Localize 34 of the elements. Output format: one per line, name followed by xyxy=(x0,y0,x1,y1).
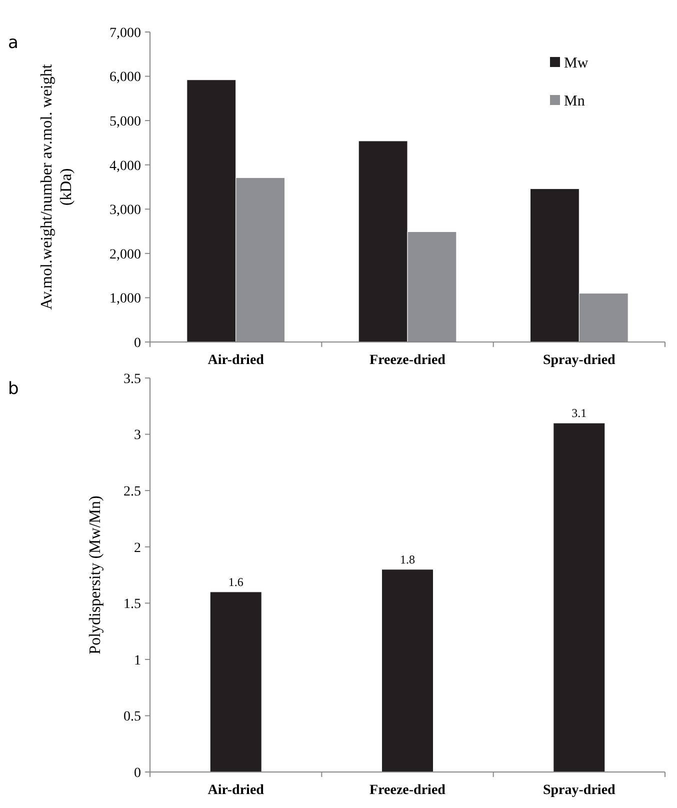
y-tick-label: 5,000 xyxy=(110,114,141,130)
data-label: 3.1 xyxy=(572,406,587,420)
y-tick-label: 7,000 xyxy=(110,26,141,41)
y-tick-label: 2,000 xyxy=(110,247,141,262)
y-tick-label: 0.5 xyxy=(124,710,141,725)
x-tick-label: Spray-dried xyxy=(542,353,616,368)
bar xyxy=(210,592,262,772)
y-tick-label: 0 xyxy=(134,766,141,781)
y-tick-label: 1,000 xyxy=(110,292,141,307)
bar xyxy=(382,569,434,772)
y-tick-label: 3.5 xyxy=(124,372,141,387)
y-tick-label: 0 xyxy=(134,336,141,351)
y-axis-title: Av.mol.weight/number av.mol. weight (kDa) xyxy=(38,64,75,310)
x-tick-label: Spray-dried xyxy=(542,783,616,798)
y-tick-label: 6,000 xyxy=(110,70,141,86)
y-tick-label: 2.5 xyxy=(124,484,141,500)
text: b xyxy=(8,379,19,399)
legend-label: Mw xyxy=(564,55,588,72)
y-tick-label: 3 xyxy=(134,428,141,444)
text: a xyxy=(8,33,18,53)
y-tick-label: 3,000 xyxy=(110,203,141,218)
data-label: 1.6 xyxy=(228,574,244,589)
x-tick-label: Air-dried xyxy=(208,353,264,368)
bar xyxy=(553,422,606,772)
y-tick-label: 2 xyxy=(134,540,141,556)
y-tick-label: 4,000 xyxy=(110,158,141,174)
x-tick-label: Air-dried xyxy=(208,783,264,798)
x-tick-label: Freeze-dried xyxy=(370,783,446,798)
y-tick-label: 1.5 xyxy=(124,597,141,612)
data-label: 1.8 xyxy=(400,552,415,566)
x-tick-label: Freeze-dried xyxy=(370,353,446,368)
legend-label: Mn xyxy=(564,93,586,110)
y-tick-label: 1 xyxy=(134,653,141,668)
y-axis-title: Polydispersity (Mw/Mn) xyxy=(87,496,104,654)
